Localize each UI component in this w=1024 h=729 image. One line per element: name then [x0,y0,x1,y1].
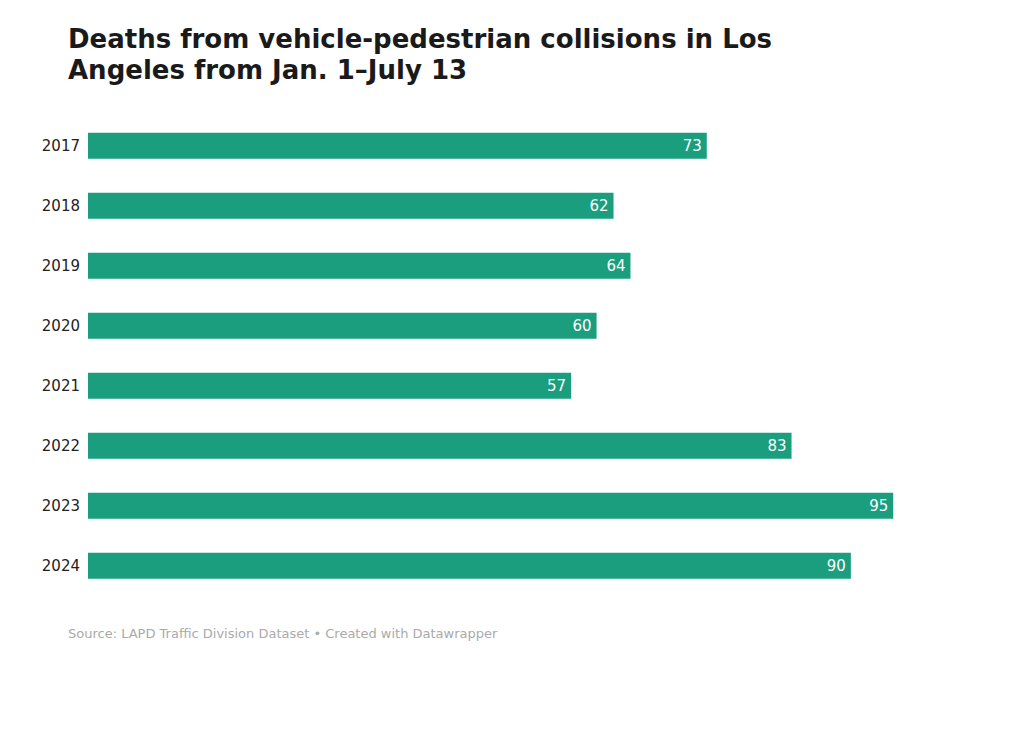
svg-text:73: 73 [683,138,702,156]
svg-text:2017: 2017 [42,138,80,156]
svg-text:2023: 2023 [42,498,80,516]
html-text:Deaths from vehicle-pedestrian: Deaths from vehicle-pedestrian collision… [68,24,772,54]
svg-text:60: 60 [572,318,591,336]
svg-text:95: 95 [869,498,888,516]
svg-text:62: 62 [589,198,608,216]
svg-text:2019: 2019 [42,258,80,276]
svg-text:64: 64 [606,258,625,276]
svg-text:2018: 2018 [42,198,80,216]
svg-text:2024: 2024 [42,558,80,576]
svg-text:57: 57 [547,378,566,396]
svg-text:83: 83 [767,438,786,456]
html-text:Angeles from Jan. 1–July 13: Angeles from Jan. 1–July 13 [68,55,468,86]
html-text:Source: LAPD Traffic Division: Source: LAPD Traffic Division Dataset • … [68,626,498,642]
svg-text:2022: 2022 [42,438,80,456]
svg-text:90: 90 [827,558,846,576]
svg-text:2020: 2020 [42,318,80,336]
svg-text:2021: 2021 [42,378,80,396]
